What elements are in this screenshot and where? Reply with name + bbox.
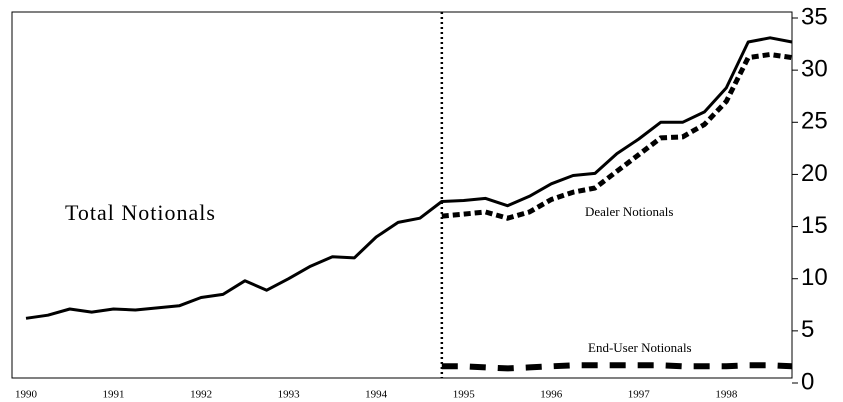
y-tick-label: 15 [801, 212, 828, 239]
x-tick-label: 1993 [278, 389, 301, 401]
x-tick-label: 1998 [715, 389, 738, 401]
x-tick-label: 1990 [15, 389, 38, 401]
series-line [25, 36, 793, 320]
annotation: End-User Notionals [588, 340, 692, 355]
x-tick-label: 1997 [628, 389, 651, 401]
series-line [441, 362, 793, 372]
annotation: Dealer Notionals [585, 204, 673, 219]
y-tick-label: 20 [801, 160, 828, 187]
x-tick-label: 1995 [453, 389, 476, 401]
y-tick-label: 30 [801, 55, 828, 82]
y-tick-label: 5 [801, 316, 814, 343]
x-tick-label: 1996 [540, 389, 563, 401]
y-tick-label: 25 [801, 108, 828, 135]
y-tick-label: 0 [801, 368, 814, 395]
x-tick-label: 1994 [365, 389, 388, 401]
x-tick-label: 1992 [190, 389, 212, 401]
series-line [441, 52, 793, 221]
annotation: Total Notionals [65, 200, 216, 225]
x-tick-label: 1991 [103, 389, 125, 401]
y-tick-label: 35 [801, 3, 828, 30]
plot-frame [11, 11, 793, 379]
y-tick-label: 10 [801, 264, 828, 291]
